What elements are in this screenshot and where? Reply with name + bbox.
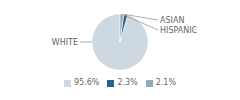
html-text:2.3%: 2.3% [117, 78, 138, 87]
svg-text:HISPANIC: HISPANIC [160, 26, 198, 35]
svg-text:WHITE: WHITE [52, 38, 78, 47]
html-text:2.1%: 2.1% [155, 78, 176, 87]
html-text:95.6%: 95.6% [74, 78, 100, 87]
svg-text:ASIAN: ASIAN [160, 16, 184, 25]
